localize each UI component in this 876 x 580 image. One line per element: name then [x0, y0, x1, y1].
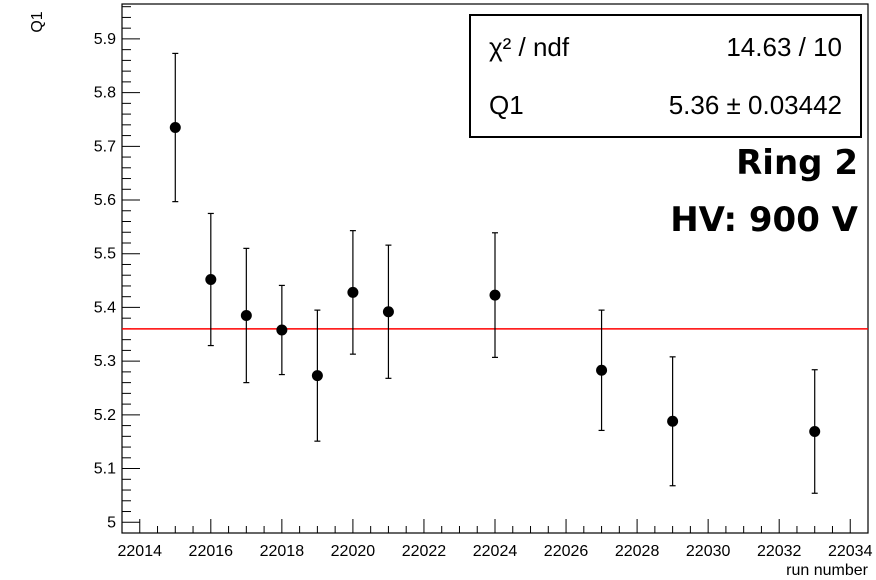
data-point — [169, 122, 181, 134]
x-tick-label: 22022 — [402, 543, 447, 560]
hv-annotation: HV: 900 V — [670, 200, 858, 240]
x-tick-label: 22026 — [544, 543, 589, 560]
q1-param-value: 5.36 ± 0.03442 — [668, 90, 842, 120]
data-point — [347, 286, 359, 298]
data-points-group — [169, 52, 821, 494]
x-tick-label: 22020 — [331, 543, 376, 560]
q1-param-label: Q1 — [489, 90, 524, 120]
data-point — [667, 415, 679, 427]
data-point — [205, 274, 217, 286]
y-tick-label: 5.6 — [94, 192, 116, 209]
fit-stats-box: χ² / ndf 14.63 / 10 Q1 5.36 ± 0.03442 — [469, 14, 862, 138]
data-point — [596, 364, 608, 376]
chi2-ndf-label: χ² / ndf — [489, 32, 570, 62]
y-tick-label: 5 — [107, 514, 116, 531]
x-tick-label: 22024 — [473, 543, 518, 560]
y-tick-label: 5.4 — [94, 299, 116, 316]
data-point — [489, 289, 501, 301]
data-point — [276, 324, 288, 336]
stats-row-q1: Q1 5.36 ± 0.03442 — [471, 80, 860, 130]
x-tick-label: 22034 — [828, 543, 873, 560]
data-point — [809, 425, 821, 437]
ring-annotation: Ring 2 — [736, 143, 858, 183]
x-tick-label: 22018 — [260, 543, 305, 560]
axes-group: 22014 22016 22018 22020 22022 22024 22026 22028… — [94, 6, 873, 560]
stats-row-chi2: χ² / ndf 14.63 / 10 — [471, 22, 860, 72]
x-axis-title: run number — [786, 562, 868, 579]
y-axis-title: Q1 — [29, 11, 46, 32]
x-tick-label: 22028 — [615, 543, 660, 560]
y-tick-label: 5.5 — [94, 246, 116, 263]
data-point — [382, 306, 394, 318]
x-tick-label: 22030 — [686, 543, 731, 560]
y-tick-label: 5.3 — [94, 353, 116, 370]
x-tick-label: 22014 — [118, 543, 163, 560]
y-tick-label: 5.7 — [94, 138, 116, 155]
data-point — [311, 370, 323, 382]
x-tick-label: 22016 — [189, 543, 234, 560]
chi2-ndf-value: 14.63 / 10 — [726, 32, 842, 62]
data-point — [240, 309, 252, 321]
x-tick-label: 22032 — [757, 543, 802, 560]
y-tick-label: 5.1 — [94, 461, 116, 478]
y-tick-label: 5.8 — [94, 85, 116, 102]
y-tick-label: 5.9 — [94, 31, 116, 48]
y-tick-label: 5.2 — [94, 407, 116, 424]
